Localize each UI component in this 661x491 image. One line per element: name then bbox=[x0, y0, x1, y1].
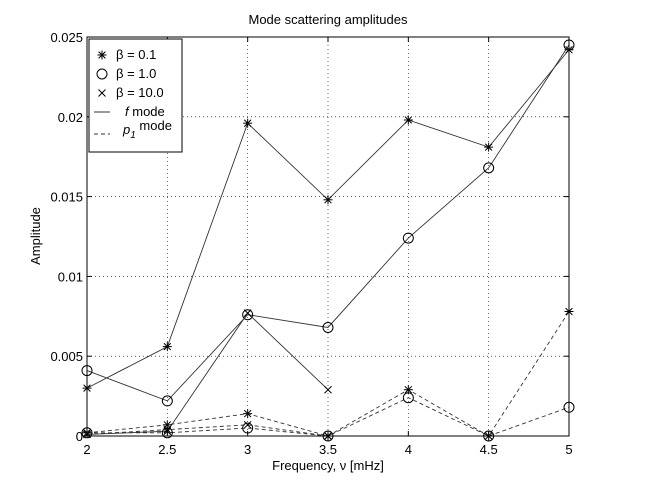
data-point-star bbox=[162, 342, 172, 352]
legend-circle-glyph bbox=[96, 68, 108, 80]
data-point-circle bbox=[322, 321, 334, 333]
series-beta-0-1-f-mode bbox=[82, 45, 574, 393]
data-point-cross bbox=[324, 385, 332, 394]
legend-label-beta-0-1: β = 0.1 bbox=[116, 47, 156, 62]
y-tick-label: 0.015 bbox=[50, 190, 83, 205]
legend-label-p1-mode: p1 mode bbox=[122, 118, 172, 141]
data-point-circle bbox=[402, 392, 414, 404]
legend-label-beta-10-0: β = 10.0 bbox=[116, 85, 164, 100]
y-tick-label: 0.005 bbox=[50, 349, 83, 364]
x-tick-label: 5 bbox=[565, 442, 572, 457]
legend-marker-cross bbox=[98, 89, 106, 97]
x-tick-label: 4 bbox=[405, 442, 412, 457]
x-tick-label: 3.5 bbox=[319, 442, 337, 457]
legend-p-rest: mode bbox=[136, 118, 172, 133]
data-point-circle bbox=[161, 395, 173, 407]
data-point-circle bbox=[402, 232, 414, 244]
data-point-circle bbox=[483, 162, 495, 174]
data-point-cross bbox=[243, 420, 252, 429]
data-point-star bbox=[484, 142, 494, 152]
data-point-star bbox=[243, 118, 253, 128]
y-tick-label: 0.02 bbox=[58, 110, 83, 125]
legend-p-sub: 1 bbox=[130, 130, 136, 141]
legend-label-f-mode: f mode bbox=[125, 104, 165, 119]
y-axis-label: Amplitude bbox=[28, 207, 43, 265]
data-point-star bbox=[323, 195, 333, 205]
x-axis-label: Frequency, ν [mHz] bbox=[272, 458, 384, 473]
x-tick-label: 4.5 bbox=[480, 442, 498, 457]
data-point-circle bbox=[161, 427, 173, 439]
legend: β = 0.1 β = 1.0 β = 10.0 f mode p1 mode bbox=[88, 38, 183, 153]
legend-label-beta-1-0: β = 1.0 bbox=[116, 66, 156, 81]
data-point-star bbox=[243, 409, 253, 419]
data-point-star bbox=[403, 115, 413, 125]
x-tick-label: 2 bbox=[83, 442, 90, 457]
axis-ticks: 2 2.5 3 3.5 4 4.5 5 0 0.005 0.01 0.015 0.02 0.025 bbox=[50, 30, 572, 457]
series-line bbox=[86, 312, 329, 435]
legend-p-italic: p bbox=[122, 122, 130, 137]
legend-marker-star bbox=[97, 50, 107, 60]
chart-title: Mode scattering amplitudes bbox=[249, 12, 408, 27]
y-tick-label: 0.01 bbox=[58, 269, 83, 284]
series-beta-1-0-f-mode bbox=[81, 39, 575, 407]
data-point-cross bbox=[163, 425, 172, 434]
data-point-cross bbox=[243, 309, 252, 317]
legend-f-italic: f bbox=[125, 104, 130, 119]
y-tick-label: 0.025 bbox=[50, 30, 83, 45]
legend-f-rest: mode bbox=[129, 104, 165, 119]
legend-marker-circle bbox=[96, 68, 108, 80]
legend-star-glyph bbox=[97, 50, 107, 60]
series-line bbox=[86, 44, 570, 402]
x-tick-label: 3 bbox=[244, 442, 251, 457]
x-tick-label: 2.5 bbox=[158, 442, 176, 457]
series-line bbox=[86, 424, 329, 437]
y-tick-label: 0 bbox=[76, 429, 83, 444]
legend-cross-glyph bbox=[98, 89, 106, 97]
data-point-circle bbox=[242, 309, 254, 321]
